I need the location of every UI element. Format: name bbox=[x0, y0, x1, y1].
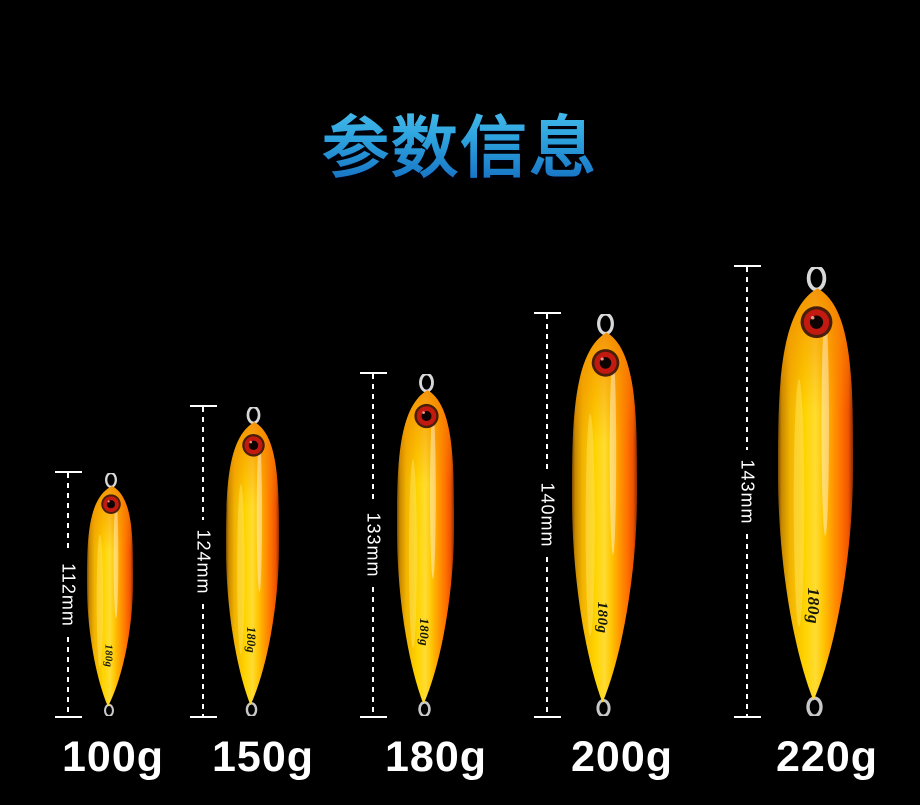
jig-lure-photo: 180g bbox=[87, 473, 134, 716]
measure-cap-bottom bbox=[733, 716, 761, 718]
lure-body-weight-print: 180g bbox=[804, 588, 823, 625]
measure-dashed-line bbox=[372, 374, 374, 503]
tail-wire-loop-icon bbox=[417, 701, 431, 716]
length-measurement-line: 112mm bbox=[54, 471, 82, 718]
tail-wire-loop-icon bbox=[595, 698, 611, 716]
length-measurement-line: 143mm bbox=[733, 265, 761, 718]
top-wire-loop-icon bbox=[418, 374, 434, 393]
lure-body-weight-print: 180g bbox=[594, 602, 610, 634]
measure-cap-top bbox=[533, 312, 561, 314]
measure-dashed-line bbox=[67, 636, 69, 716]
lure-body-weight-print: 180g bbox=[244, 627, 258, 653]
lure-body-weight-print: 180g bbox=[416, 618, 431, 646]
jig-lure-photo: 180g bbox=[225, 407, 279, 716]
measure-dashed-line bbox=[746, 533, 748, 716]
gloss-highlight bbox=[793, 379, 804, 627]
lure-eye-glint bbox=[810, 315, 814, 320]
gloss-highlight bbox=[429, 409, 436, 579]
measure-dashed-line bbox=[202, 603, 204, 716]
tail-wire-loop-icon bbox=[103, 703, 115, 716]
weight-label: 220g bbox=[775, 733, 879, 781]
measure-cap-top bbox=[54, 471, 82, 473]
jig-lure-photo: 180g bbox=[777, 267, 853, 716]
measure-cap-top bbox=[733, 265, 761, 267]
top-wire-loop-icon bbox=[105, 473, 117, 488]
measure-dashed-line bbox=[67, 473, 69, 553]
measure-dashed-line bbox=[372, 587, 374, 716]
gloss-highlight bbox=[821, 313, 829, 536]
jig-lure-photo: 180g bbox=[571, 314, 637, 716]
gloss-highlight bbox=[113, 499, 119, 619]
tail-wire-loop-icon bbox=[805, 696, 823, 716]
weight-label: 100g bbox=[61, 733, 165, 781]
lure-eye-glint bbox=[600, 357, 604, 361]
gloss-highlight bbox=[256, 439, 262, 592]
measure-dashed-line bbox=[202, 407, 204, 520]
measure-cap-bottom bbox=[189, 716, 217, 718]
lure-eye-glint bbox=[249, 440, 252, 444]
measure-cap-top bbox=[189, 405, 217, 407]
gloss-highlight bbox=[96, 534, 104, 667]
measure-cap-top bbox=[359, 372, 387, 374]
length-measurement-line: 124mm bbox=[189, 405, 217, 718]
measure-dashed-line bbox=[546, 314, 548, 473]
measure-cap-bottom bbox=[54, 716, 82, 718]
gloss-highlight bbox=[236, 484, 245, 655]
jig-lure-photo: 180g bbox=[396, 374, 454, 716]
measure-cap-bottom bbox=[533, 716, 561, 718]
gloss-highlight bbox=[408, 459, 417, 648]
tail-wire-loop-icon bbox=[245, 702, 257, 716]
top-wire-loop-icon bbox=[246, 407, 260, 425]
weight-label: 150g bbox=[211, 733, 315, 781]
lure-eye-glint bbox=[421, 411, 425, 414]
weight-label: 200g bbox=[570, 733, 674, 781]
measure-dashed-line bbox=[746, 267, 748, 450]
gloss-highlight bbox=[585, 413, 595, 637]
weight-label: 180g bbox=[384, 733, 488, 781]
top-wire-loop-icon bbox=[806, 267, 826, 292]
top-wire-loop-icon bbox=[596, 314, 614, 336]
length-label-wrap: 143mm bbox=[733, 450, 761, 534]
measure-cap-bottom bbox=[359, 716, 387, 718]
length-measurement-line: 140mm bbox=[533, 312, 561, 718]
measure-dashed-line bbox=[546, 557, 548, 716]
page-title: 参数信息 bbox=[0, 94, 920, 191]
length-measurement-line: 133mm bbox=[359, 372, 387, 718]
gloss-highlight bbox=[609, 354, 616, 555]
lure-body-weight-print: 180g bbox=[102, 644, 113, 667]
lure-eye-glint bbox=[107, 500, 110, 503]
length-label: 143mm bbox=[737, 458, 758, 525]
